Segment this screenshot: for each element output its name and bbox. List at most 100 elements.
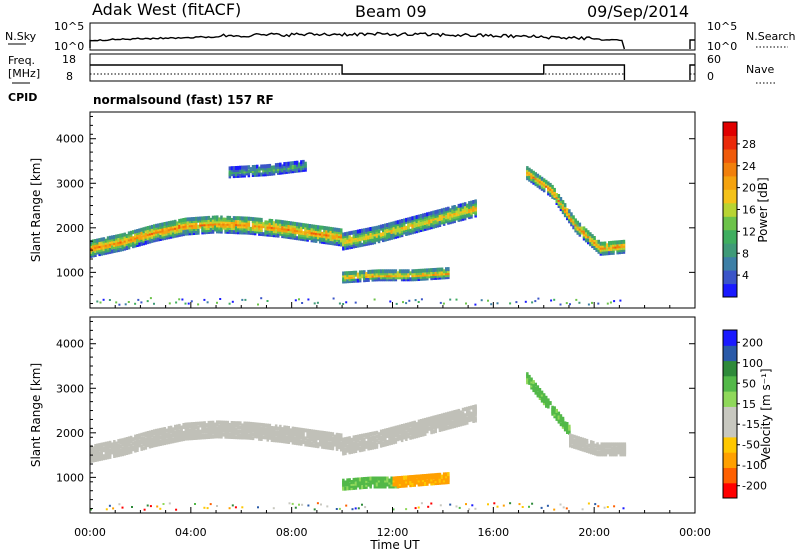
range-time-cell — [390, 269, 393, 274]
range-time-cell — [167, 430, 171, 435]
range-time-cell — [314, 429, 318, 434]
range-time-cell — [474, 404, 477, 409]
range-time-cell — [331, 227, 335, 232]
range-time-cell — [127, 436, 131, 441]
range-time-cell — [312, 443, 316, 448]
range-time-cell — [266, 230, 269, 235]
range-time-cell — [243, 216, 246, 221]
range-time-cell — [262, 222, 265, 227]
range-time-cell — [239, 425, 242, 430]
range-time-cell — [384, 428, 387, 433]
range-time-cell — [530, 169, 533, 174]
x-tick-label: 20:00 — [578, 526, 610, 539]
range-time-cell — [604, 448, 608, 453]
range-time-cell — [432, 268, 435, 272]
range-time-cell — [415, 422, 419, 427]
colorbar-swatch — [723, 229, 737, 244]
range-time-cell — [582, 232, 586, 237]
range-time-cell — [566, 422, 569, 426]
near-range-cell — [518, 503, 521, 506]
range-time-cell — [413, 215, 416, 220]
near-range-cell — [591, 301, 593, 304]
range-time-cell — [445, 267, 448, 272]
range-time-cell — [340, 433, 343, 438]
range-time-cell — [268, 423, 272, 428]
range-time-cell — [285, 220, 288, 225]
near-range-cell — [606, 506, 609, 508]
range-time-cell — [197, 216, 200, 221]
range-time-cell — [192, 422, 196, 426]
near-range-cell — [216, 301, 218, 304]
range-time-cell — [287, 221, 290, 225]
range-time-cell — [405, 225, 408, 230]
range-time-cell — [325, 435, 328, 440]
range-time-cell — [388, 427, 391, 432]
range-time-cell — [526, 374, 529, 379]
range-time-cell — [335, 432, 339, 437]
range-time-cell — [390, 221, 393, 226]
near-range-cell — [458, 506, 461, 509]
range-time-cell — [409, 435, 412, 440]
range-time-cell — [100, 442, 103, 447]
range-time-cell — [102, 442, 106, 447]
near-range-cell — [487, 299, 489, 302]
near-range-cell — [175, 301, 178, 304]
near-range-cell — [294, 506, 297, 509]
range-time-cell — [340, 441, 343, 446]
range-time-cell — [132, 445, 135, 450]
near-range-cell — [345, 301, 348, 304]
colorbar-swatch — [723, 122, 737, 136]
near-range-cell — [449, 503, 452, 506]
range-time-cell — [218, 424, 221, 429]
near-range-cell — [298, 503, 300, 506]
range-time-cell — [382, 476, 385, 481]
range-time-cell — [256, 227, 259, 232]
range-time-cell — [159, 440, 162, 444]
colorbar-tick-label: 16 — [742, 204, 756, 217]
near-range-cell — [455, 298, 458, 301]
near-range-cell — [153, 302, 155, 305]
range-time-cell — [455, 206, 458, 211]
range-time-cell — [285, 425, 288, 430]
range-time-cell — [140, 227, 143, 232]
range-time-cell — [121, 241, 124, 246]
range-time-cell — [222, 432, 225, 437]
range-time-cell — [382, 269, 385, 274]
range-time-cell — [247, 216, 251, 221]
range-time-cell — [300, 439, 303, 444]
range-time-cell — [188, 217, 192, 222]
range-time-cell — [281, 220, 284, 225]
range-time-cell — [262, 435, 265, 440]
range-time-cell — [472, 413, 475, 417]
near-range-cell — [417, 301, 420, 303]
near-range-cell — [228, 507, 231, 510]
range-time-cell — [538, 175, 542, 180]
range-time-cell — [295, 427, 299, 432]
range-time-cell — [346, 444, 349, 449]
y-tick-label: 4000 — [56, 338, 84, 351]
range-time-cell — [279, 162, 282, 167]
range-time-cell — [226, 420, 229, 425]
range-time-cell — [209, 420, 213, 425]
near-range-cell — [465, 302, 467, 305]
range-time-cell — [211, 420, 215, 425]
near-range-cell — [96, 300, 99, 303]
colorbar-swatch — [723, 482, 737, 499]
range-time-cell — [396, 480, 400, 485]
near-range-cell — [301, 503, 304, 506]
range-time-cell — [432, 216, 435, 221]
near-range-cell — [257, 506, 259, 509]
range-time-cell — [386, 223, 389, 227]
near-range-cell — [389, 300, 392, 303]
range-time-cell — [140, 237, 143, 242]
range-time-cell — [319, 239, 322, 244]
range-time-cell — [243, 165, 246, 170]
range-time-cell — [182, 431, 185, 435]
range-time-cell — [247, 433, 251, 438]
near-range-cell — [537, 297, 540, 300]
colorbar-swatch — [723, 330, 737, 346]
range-time-cell — [392, 476, 395, 481]
range-time-cell — [295, 222, 299, 227]
range-time-cell — [432, 421, 435, 426]
range-time-cell — [161, 427, 164, 432]
